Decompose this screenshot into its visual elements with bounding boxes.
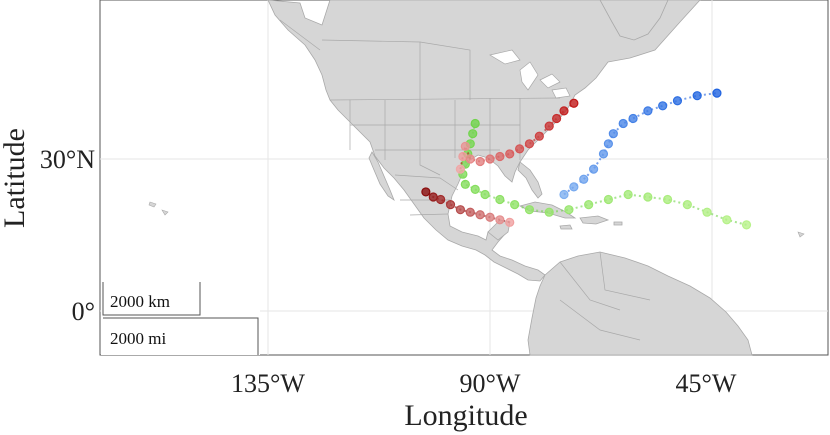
storm-track-point [524, 205, 535, 215]
storm-track-point [485, 154, 495, 164]
jamaica-puerto-rico [559, 221, 623, 230]
storm-track-point [455, 164, 465, 174]
storm-track-point [741, 220, 752, 230]
storm-track-point [662, 194, 673, 205]
storm-track-point [480, 189, 490, 200]
storm-track-3 [559, 88, 722, 200]
storm-track-point [692, 91, 702, 101]
storm-track-point [584, 200, 594, 210]
map-area [100, 0, 828, 356]
political-borders [279, 19, 651, 341]
storm-track-point [485, 212, 495, 222]
storm-track-point [534, 131, 544, 141]
storm-track-point [544, 207, 554, 217]
storm-track-point [510, 200, 520, 210]
hispaniola [579, 215, 610, 225]
storm-track-point [722, 215, 732, 225]
storm-track-point [428, 192, 438, 202]
scale-bar-mi-line [103, 317, 259, 355]
storm-track-point [436, 194, 446, 205]
arctic-islands [599, 0, 669, 41]
pacific-islands [148, 201, 805, 238]
storm-track-point [524, 139, 535, 149]
storm-track-point [603, 139, 614, 149]
storm-track-point [598, 149, 609, 159]
x-tick-45w: 45°W [676, 369, 737, 398]
storm-track-point [421, 187, 431, 197]
x-tick-135w: 135°W [231, 369, 305, 398]
storm-track-point [455, 205, 465, 215]
storm-track-point [712, 88, 722, 98]
storm-track-point [445, 200, 456, 210]
storm-track-point [465, 207, 475, 217]
storm-track-point [495, 215, 505, 225]
land-masses [148, 0, 805, 356]
y-tick-30n: 30°N [40, 145, 95, 174]
storm-track-line [425, 191, 510, 224]
storm-track-point [643, 106, 653, 116]
storm-track-point [505, 217, 515, 227]
storm-track-point [505, 149, 515, 159]
scale-bar-km-line [102, 282, 201, 316]
storm-tracks [421, 88, 752, 230]
storm-track-point [470, 184, 480, 194]
storm-track-point [618, 118, 628, 129]
storm-track-point [470, 118, 480, 129]
storm-track-point [544, 121, 554, 131]
storm-track-point [475, 210, 485, 220]
storm-track-point [658, 101, 668, 111]
storm-track-point [588, 164, 599, 174]
storm-track-point [569, 98, 579, 108]
storm-track-point [475, 156, 485, 167]
storm-track-point [460, 179, 470, 189]
y-axis-title: Latitude [0, 128, 31, 228]
storm-track-point [460, 141, 470, 151]
storm-track-point [643, 192, 653, 202]
storm-track-line [461, 123, 747, 226]
baja-california [368, 151, 395, 202]
storm-track-point [628, 113, 638, 124]
storm-track-point [559, 189, 569, 200]
storm-track-point [702, 207, 712, 217]
storm-track-point [682, 200, 692, 210]
scale-bar: 2000 km 2000 mi [101, 282, 260, 355]
florida [517, 161, 543, 199]
storm-track-point [579, 174, 589, 184]
y-tick-0: 0° [72, 297, 95, 326]
storm-track-point [551, 113, 562, 124]
storm-track-point [495, 151, 505, 162]
storm-track-point [495, 194, 505, 205]
storm-track-point [603, 194, 614, 205]
storm-track-2 [455, 98, 579, 174]
x-axis-title: Longitude [404, 399, 527, 432]
storm-track-point [514, 144, 525, 154]
storm-track-point [559, 106, 569, 116]
storm-track-point [465, 154, 475, 164]
great-lakes [489, 49, 571, 99]
storm-track-1 [458, 118, 752, 230]
scale-bar-mi-label: 2000 mi [110, 329, 166, 348]
storm-track-point [623, 189, 633, 200]
storm-track-point [468, 129, 478, 139]
storm-track-point [458, 151, 468, 162]
x-tick-90w: 90°W [460, 369, 521, 398]
storm-track-4 [421, 187, 515, 227]
storm-track-point [569, 182, 579, 192]
scale-bar-km-label: 2000 km [110, 292, 170, 311]
storm-track-point [564, 205, 574, 215]
storm-track-point [608, 129, 618, 139]
storm-track-point [672, 96, 683, 106]
